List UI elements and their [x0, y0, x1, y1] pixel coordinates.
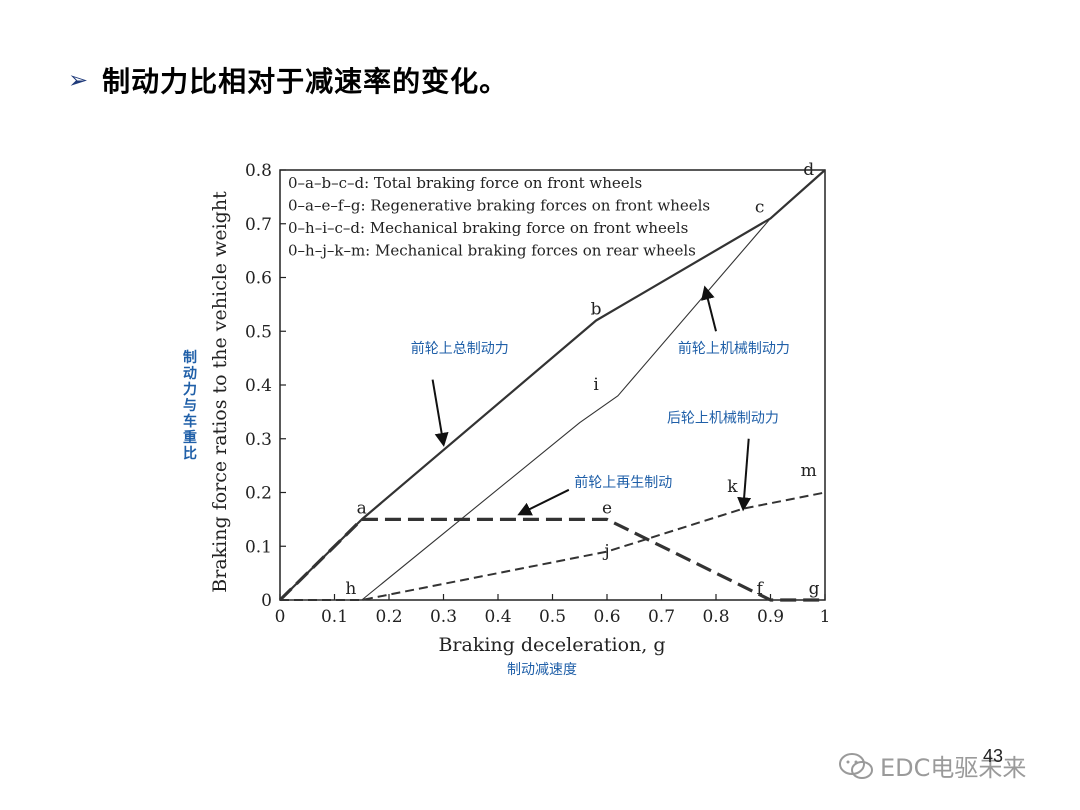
legend-entry-2: 0–a–e–f–g: Regenerative braking forces o… — [288, 197, 710, 215]
wechat-icon — [839, 752, 873, 779]
y-tick-label: 0 — [261, 591, 272, 611]
annotation-label-1: 前轮上总制动力 — [411, 340, 509, 357]
y-axis-title-cn: 制动力与车重比 — [183, 350, 197, 462]
watermark-text: EDC电驱未来 — [880, 754, 1027, 782]
x-tick-label: 0.9 — [757, 607, 784, 627]
y-tick-label: 0.5 — [245, 322, 272, 342]
point-label-j: j — [602, 541, 609, 561]
series-layer — [278, 169, 826, 602]
x-tick-label: 0.3 — [430, 607, 457, 627]
x-tick-label: 0.4 — [484, 607, 511, 627]
annotation-label-3: 后轮上机械制动力 — [667, 411, 779, 427]
point-label-f: f — [756, 579, 764, 599]
x-tick-label: 0.2 — [375, 607, 402, 627]
slide-title: 制动力比相对于减速率的变化。 — [102, 65, 509, 98]
x-axis-title: Braking deceleration, g — [438, 634, 665, 656]
annotation-arrow-1 — [431, 379, 449, 447]
x-tick-label: 0.6 — [593, 607, 620, 627]
annotation-arrow-4 — [517, 488, 570, 516]
series-line-2 — [278, 517, 825, 602]
annotation-label-2: 前轮上机械制动力 — [678, 340, 790, 357]
y-tick-label: 0.6 — [245, 269, 272, 289]
legend-entry-3: 0–h–i–c–d: Mechanical braking force on f… — [288, 219, 688, 237]
point-label-g: g — [809, 579, 820, 599]
tick-layer: 0 0.1 0.2 0.3 0.4 0.5 0.6 0.7 0.8 0.9 1 0 0.1 0.2 0.3 0… — [245, 161, 830, 627]
point-label-k: k — [727, 477, 738, 497]
x-tick-label: 0.5 — [539, 607, 566, 627]
point-label-d: d — [803, 160, 814, 180]
annotation-label-4: 前轮上再生制动 — [574, 474, 672, 491]
legend-entry-4: 0–h–j–k–m: Mechanical braking forces on … — [288, 242, 696, 260]
page-number: 43 — [983, 746, 1004, 766]
y-tick-label: 0.3 — [245, 430, 272, 450]
legend: 0–a–b–c–d: Total braking force on front … — [288, 174, 710, 260]
point-label-layer: a b c d e f g h i j k m — [345, 160, 819, 599]
annotation-arrow-2 — [701, 285, 717, 332]
point-label-b: b — [591, 300, 602, 320]
point-label-c: c — [755, 197, 765, 217]
x-tick-label: 0 — [275, 607, 286, 627]
point-label-a: a — [357, 498, 367, 518]
y-tick-label: 0.7 — [245, 215, 272, 235]
point-label-h: h — [345, 579, 356, 599]
series-line-3 — [280, 169, 826, 601]
x-tick-label: 1 — [820, 607, 831, 627]
point-label-i: i — [593, 375, 599, 395]
y-axis-title: Braking force ratios to the vehicle weig… — [209, 191, 231, 593]
y-tick-label: 0.4 — [245, 376, 272, 396]
y-tick-label: 0.2 — [245, 484, 272, 504]
slide-heading: ➢ 制动力比相对于减速率的变化。 — [68, 60, 508, 100]
watermark: EDC电驱未来 — [838, 748, 1026, 783]
y-tick-label: 0.1 — [245, 537, 272, 557]
x-tick-label: 0.7 — [648, 607, 675, 627]
x-tick-label: 0.1 — [321, 607, 348, 627]
x-tick-label: 0.8 — [702, 607, 729, 627]
legend-entry-1: 0–a–b–c–d: Total braking force on front … — [288, 174, 642, 192]
point-label-m: m — [801, 461, 817, 481]
point-label-e: e — [602, 498, 612, 518]
x-axis-title-cn: 制动减速度 — [507, 662, 577, 678]
bullet-arrow-icon: ➢ — [68, 66, 89, 94]
y-tick-label: 0.8 — [245, 161, 272, 181]
annotation-arrow-3 — [737, 438, 752, 512]
